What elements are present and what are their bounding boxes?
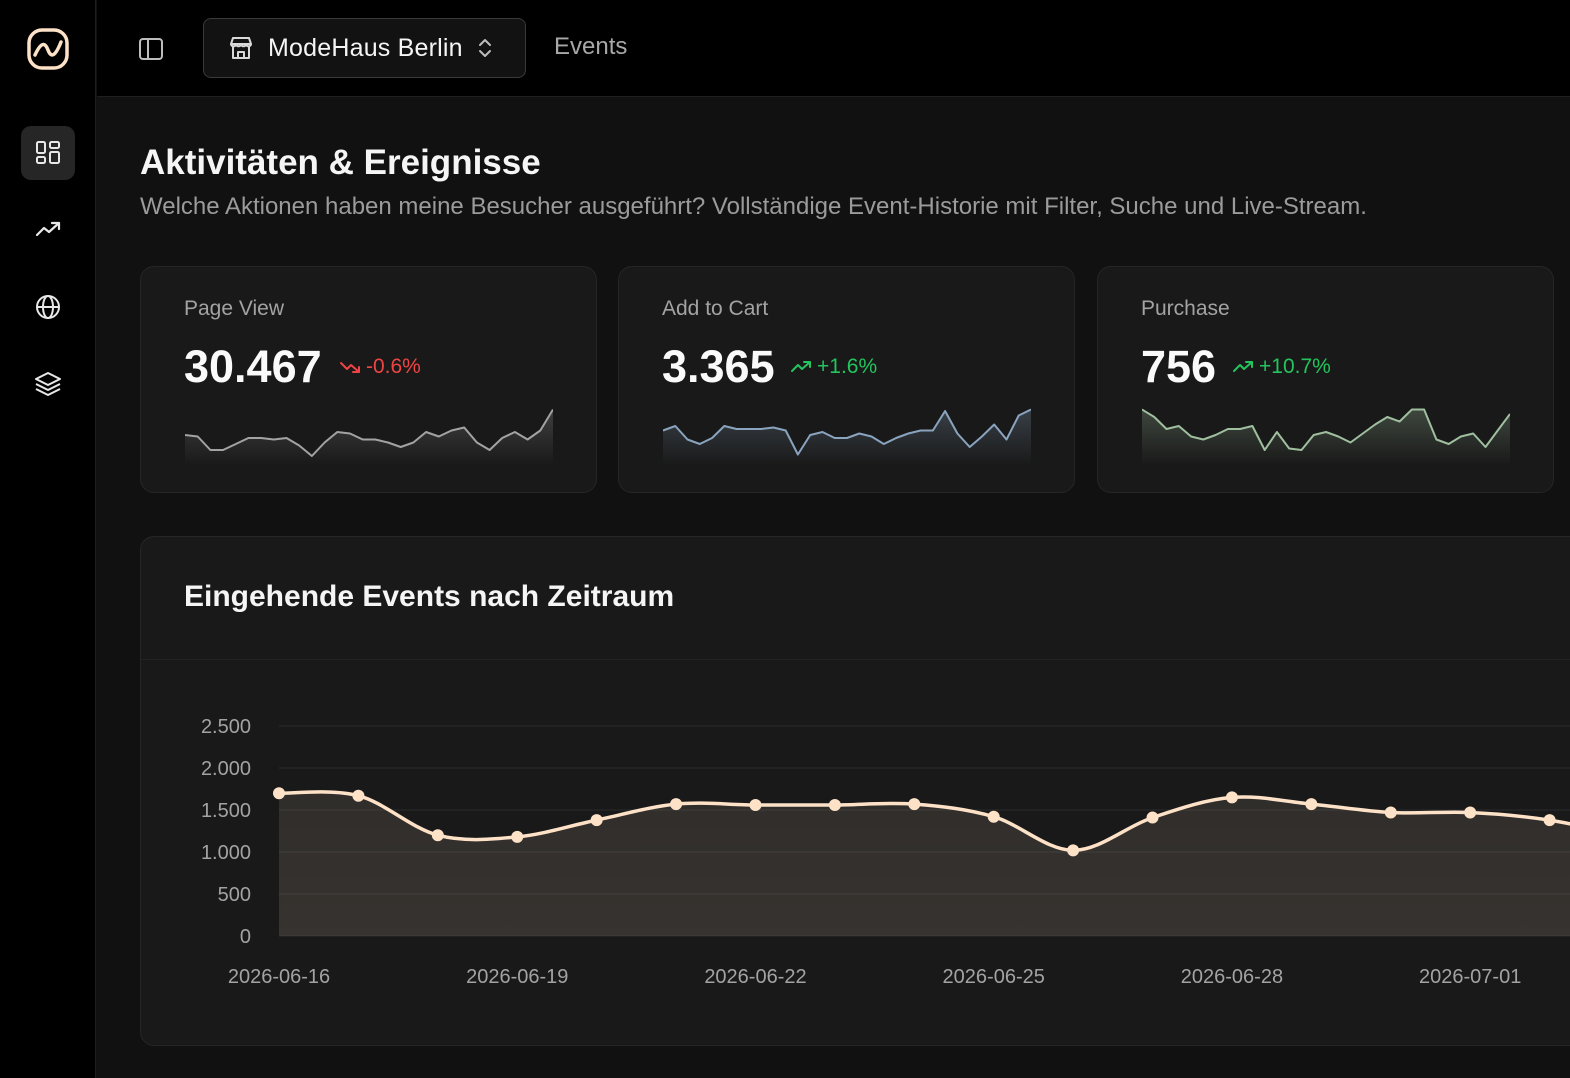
y-tick-label: 1.500 [201, 800, 251, 822]
sidebar-item-trends[interactable] [21, 203, 75, 257]
data-point[interactable] [1146, 811, 1159, 824]
x-tick-label: 2026-07-01 [1419, 966, 1521, 988]
sidebar-toggle-icon[interactable] [137, 35, 165, 63]
kpi-delta-text: -0.6% [366, 355, 421, 378]
sidebar [0, 0, 96, 1078]
breadcrumb[interactable]: Events [554, 33, 628, 60]
kpi-label: Page View [184, 297, 285, 320]
kpi-delta: +10.7% [1232, 355, 1331, 379]
kpi-card-add-to-cart[interactable]: Add to Cart 3.365 +1.6% [618, 266, 1075, 493]
kpi-value: 30.467 [184, 341, 322, 392]
sparkline-area [185, 409, 553, 465]
y-tick-label: 0 [240, 926, 251, 948]
kpi-label: Add to Cart [662, 297, 769, 320]
sparkline-add-to-cart [663, 408, 1031, 465]
kpi-delta: -0.6% [339, 355, 421, 379]
x-tick-label: 2026-06-22 [704, 966, 806, 988]
main-content: Aktivitäten & Ereignisse Welche Aktionen… [97, 97, 1570, 1078]
chevron-up-down-icon [478, 39, 491, 57]
sparkline-purchase [1142, 408, 1510, 465]
y-tick-label: 1.000 [201, 842, 251, 864]
x-tick-label: 2026-06-16 [228, 966, 330, 988]
sparkline-line [1142, 408, 1510, 451]
kpi-delta: +1.6% [790, 355, 877, 379]
data-point[interactable] [828, 798, 841, 811]
sparkline-line [663, 408, 1031, 456]
sidebar-item-geo[interactable] [21, 280, 75, 334]
trending-down-icon [340, 362, 360, 373]
kpi-delta-text: +10.7% [1259, 355, 1331, 378]
data-point[interactable] [590, 814, 603, 827]
chart-divider [141, 659, 1570, 660]
top-bar: ModeHaus Berlin Events [97, 0, 1570, 97]
kpi-card-page-view[interactable]: Page View 30.467 -0.6% [140, 266, 597, 493]
data-point[interactable] [352, 789, 365, 802]
layers-icon [35, 372, 61, 396]
kpi-value: 756 [1141, 341, 1217, 392]
kpi-delta-text: +1.6% [817, 355, 878, 378]
x-tick-label: 2026-06-19 [466, 966, 568, 988]
events-chart-card: Eingehende Events nach Zeitraum 0 500 1.00… [140, 536, 1570, 1046]
data-point[interactable] [670, 798, 683, 811]
sparkline-line [185, 408, 553, 457]
trending-up-icon [791, 361, 811, 372]
globe-icon [36, 295, 60, 319]
page-title: Aktivitäten & Ereignisse [140, 143, 541, 182]
x-tick-label: 2026-06-28 [1181, 966, 1283, 988]
data-point[interactable] [987, 810, 1000, 823]
y-tick-label: 2.000 [201, 758, 251, 780]
sidebar-item-layers[interactable] [21, 357, 75, 411]
x-tick-label: 2026-06-25 [943, 966, 1045, 988]
series-area [279, 791, 1570, 936]
sparkline-area [663, 409, 1031, 465]
data-point[interactable] [431, 829, 444, 842]
data-point[interactable] [749, 798, 762, 811]
data-point[interactable] [1225, 791, 1238, 804]
chart-title: Eingehende Events nach Zeitraum [184, 580, 675, 613]
trending-up-icon [35, 221, 61, 237]
sidebar-item-dashboard[interactable] [21, 126, 75, 180]
data-point[interactable] [1384, 806, 1397, 819]
trending-up-icon [1233, 361, 1253, 372]
kpi-value: 3.365 [662, 341, 775, 392]
store-icon [230, 37, 252, 59]
y-tick-label: 2.500 [201, 716, 251, 738]
kpi-card-purchase[interactable]: Purchase 756 +10.7% [1097, 266, 1554, 493]
sparkline-page-view [185, 408, 553, 465]
data-point[interactable] [1305, 798, 1318, 811]
data-point[interactable] [1543, 814, 1556, 827]
dashboard-icon [36, 141, 60, 164]
page-subtitle: Welche Aktionen haben meine Besucher aus… [140, 193, 1367, 220]
data-point[interactable] [273, 787, 285, 800]
events-area-chart[interactable]: 0 500 1.000 1.500 2.000 2.500 2026-06-16 2026-0… [141, 537, 1570, 1047]
data-point[interactable] [1464, 806, 1477, 819]
data-point[interactable] [1067, 844, 1080, 857]
kpi-label: Purchase [1141, 297, 1230, 320]
data-point[interactable] [908, 798, 921, 811]
data-point[interactable] [511, 830, 524, 843]
y-tick-label: 500 [218, 884, 251, 906]
sparkline-area [1142, 409, 1510, 465]
logo-icon[interactable] [27, 28, 69, 70]
store-selector[interactable]: ModeHaus Berlin [203, 18, 526, 78]
store-name: ModeHaus Berlin [268, 33, 463, 62]
